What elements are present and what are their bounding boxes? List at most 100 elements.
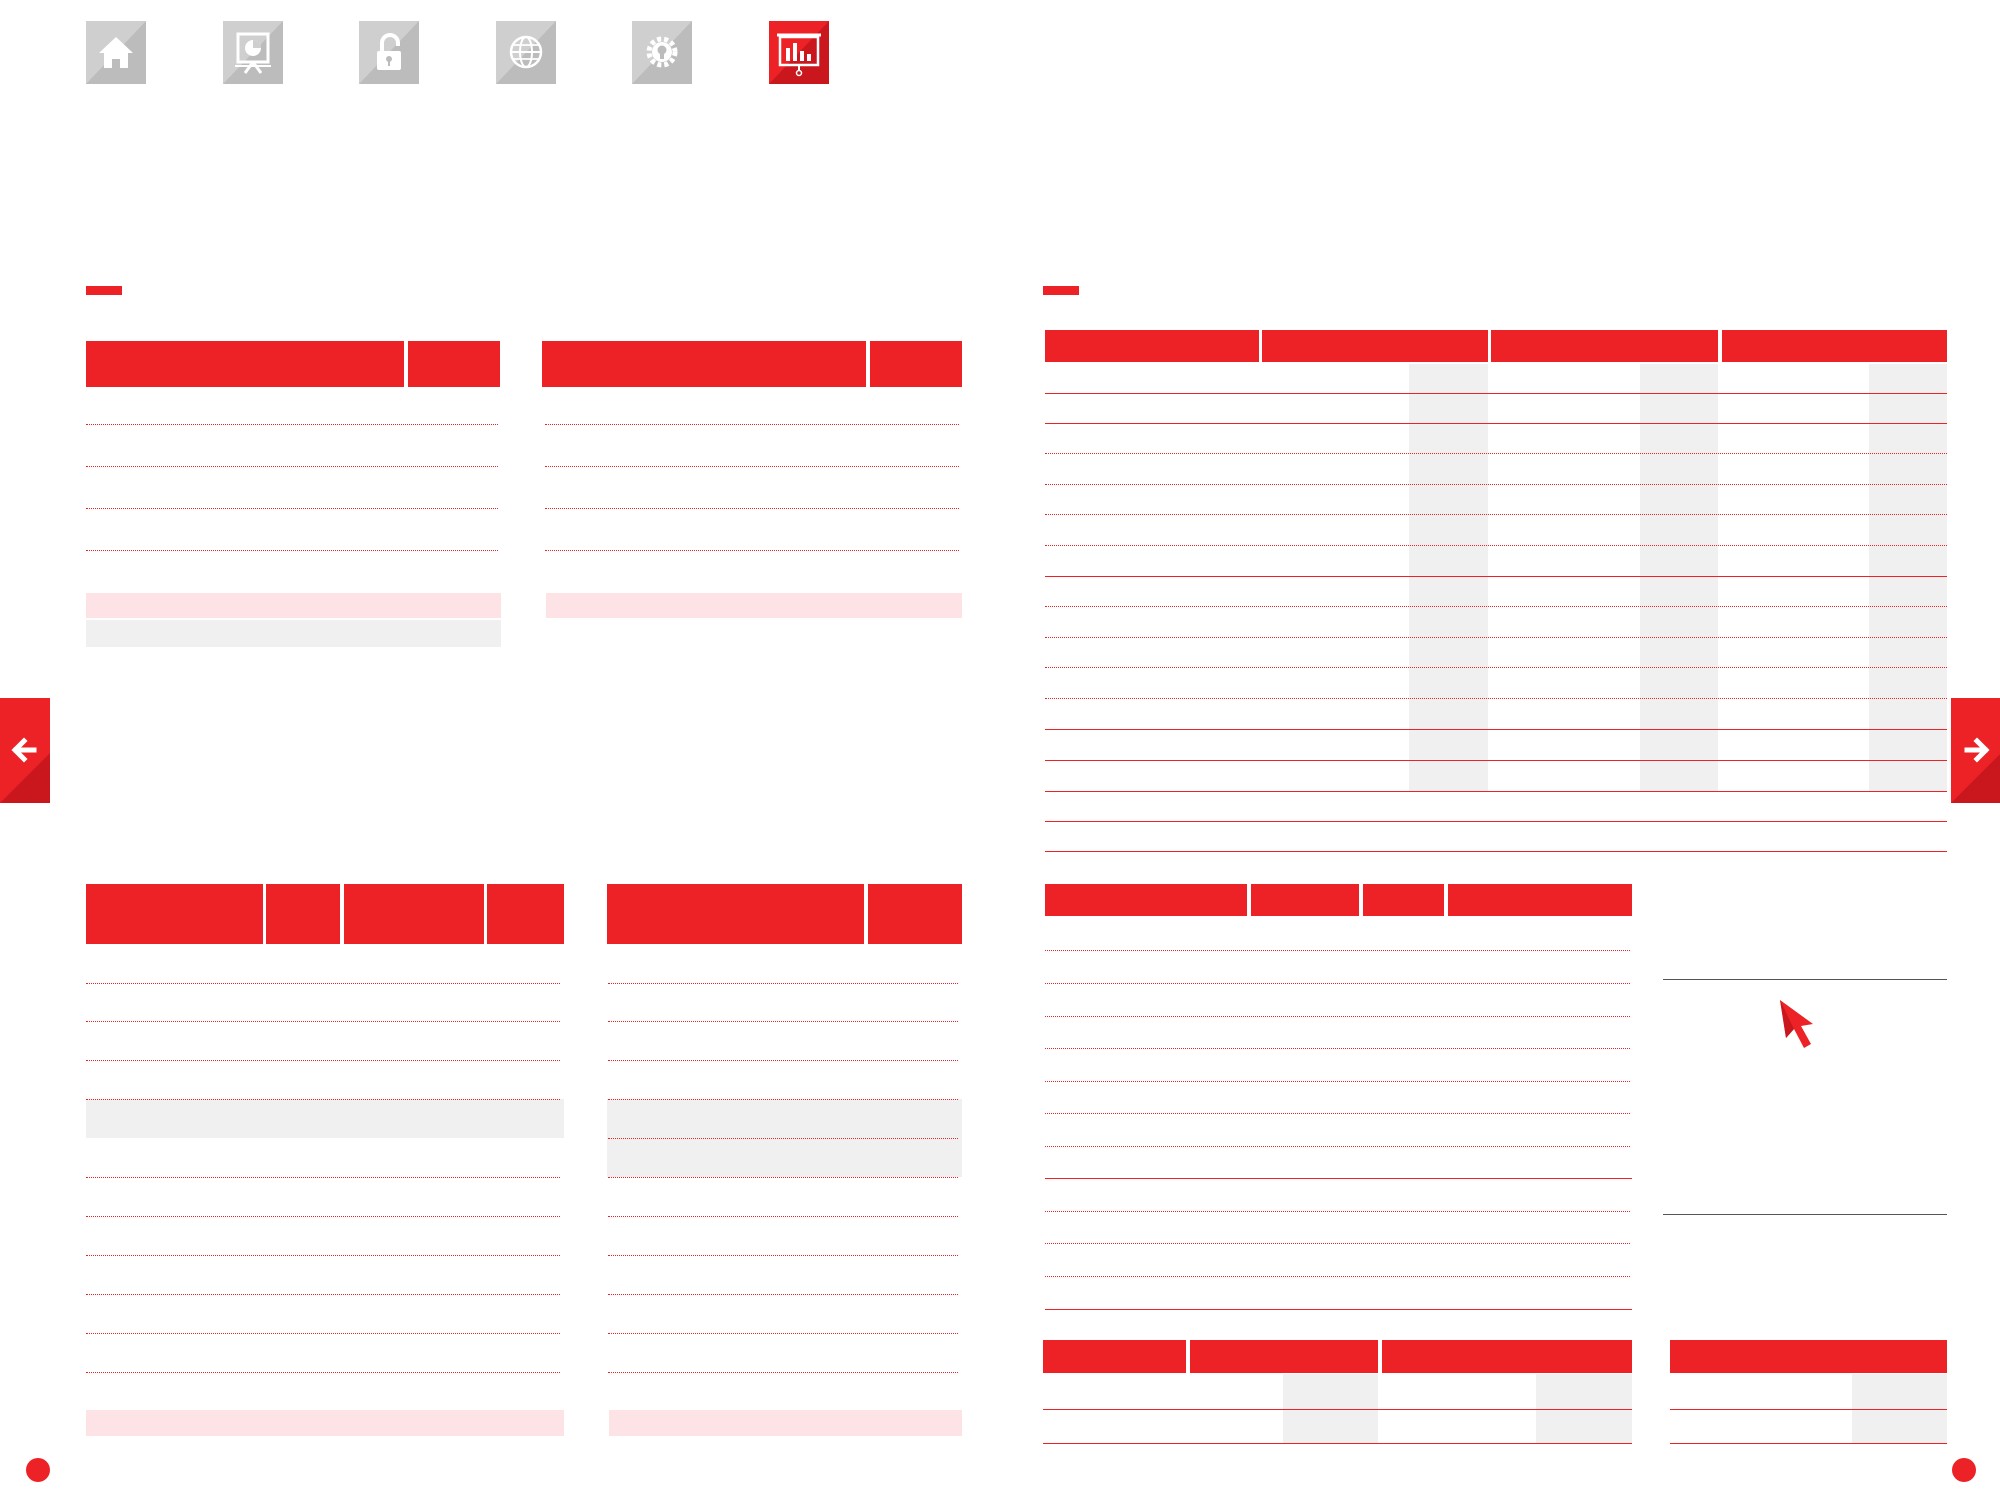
row-divider	[1045, 393, 1947, 394]
row-divider	[545, 424, 959, 425]
row-divider	[86, 983, 560, 984]
row-divider	[86, 1255, 560, 1256]
callout-bottom-rule	[1663, 1214, 1947, 1215]
row-divider	[1670, 1409, 1947, 1410]
table-header-cell	[1043, 1340, 1186, 1373]
subtotal-row	[86, 1410, 564, 1436]
row-divider	[86, 550, 498, 551]
row-divider	[608, 1177, 958, 1178]
gear-bulb-icon	[632, 21, 692, 84]
callout-top-rule	[1663, 979, 1947, 980]
row-divider	[1045, 514, 1947, 515]
row-divider	[1045, 484, 1947, 485]
row-divider	[86, 424, 498, 425]
row-divider	[1043, 1409, 1632, 1410]
table-header-cell	[1382, 1340, 1632, 1373]
row-divider	[86, 1099, 560, 1100]
row-divider	[1045, 576, 1947, 577]
row-divider	[608, 1216, 958, 1217]
presentation-icon	[223, 21, 283, 84]
table-header-cell	[487, 884, 564, 944]
right-section-marker	[1043, 286, 1079, 295]
row-divider	[1045, 1178, 1632, 1179]
table-header-cell	[86, 341, 404, 387]
highlight-column	[1869, 364, 1947, 792]
row-divider	[1045, 851, 1947, 852]
table-header-cell	[1722, 330, 1947, 362]
row-divider	[608, 1294, 958, 1295]
row-divider	[1045, 729, 1947, 730]
row-divider	[1045, 821, 1947, 822]
table-header-cell	[1045, 330, 1259, 362]
row-divider	[1043, 1443, 1632, 1444]
row-divider	[86, 466, 498, 467]
row-divider	[86, 1333, 560, 1334]
nav-ideas-button[interactable]	[632, 21, 692, 84]
table-header-cell	[542, 341, 866, 387]
highlight-row	[86, 1099, 564, 1138]
row-divider	[1045, 1113, 1630, 1114]
nav-home-button[interactable]	[86, 21, 146, 84]
row-divider	[1045, 637, 1947, 638]
row-divider	[1670, 1443, 1947, 1444]
row-divider	[608, 1333, 958, 1334]
home-icon	[86, 21, 146, 84]
table-header-cell	[870, 341, 962, 387]
row-divider	[86, 1372, 560, 1373]
row-divider	[86, 1216, 560, 1217]
row-divider	[1045, 791, 1947, 792]
row-divider	[545, 466, 959, 467]
row-divider	[608, 1138, 958, 1139]
table-header-cell	[344, 884, 484, 944]
arrow-right-icon	[1951, 698, 2000, 803]
unlock-icon	[359, 21, 419, 84]
highlight-column	[1409, 364, 1488, 792]
nav-charts-button[interactable]	[769, 21, 829, 84]
next-page-button[interactable]	[1951, 698, 2000, 803]
nav-presentation-button[interactable]	[223, 21, 283, 84]
highlight-column	[1640, 364, 1718, 792]
row-divider	[1045, 1243, 1630, 1244]
cursor-arrow-icon	[1777, 998, 1819, 1050]
arrow-left-icon	[0, 698, 50, 803]
globe-icon	[496, 21, 556, 84]
row-divider	[1045, 1276, 1630, 1277]
table-header-cell	[607, 884, 864, 944]
table-header-cell	[86, 884, 263, 944]
table-header-cell	[868, 884, 962, 944]
subtotal-row	[86, 593, 501, 618]
table-header-cell	[1670, 1340, 1947, 1373]
row-divider	[545, 508, 959, 509]
row-divider	[86, 508, 498, 509]
row-divider	[608, 1060, 958, 1061]
row-divider	[608, 1255, 958, 1256]
table-header-cell	[1251, 884, 1359, 916]
row-divider	[1045, 1211, 1630, 1212]
table-header-cell	[1363, 884, 1444, 916]
row-divider	[545, 550, 959, 551]
nav-globe-button[interactable]	[496, 21, 556, 84]
row-divider	[1045, 667, 1947, 668]
nav-unlock-button[interactable]	[359, 21, 419, 84]
table-header-cell	[1262, 330, 1488, 362]
subtotal-row	[609, 1410, 962, 1436]
chart-board-icon	[769, 21, 829, 84]
row-divider	[608, 983, 958, 984]
total-row	[86, 620, 501, 647]
subtotal-row	[546, 593, 962, 618]
row-divider	[1045, 1048, 1630, 1049]
row-divider	[608, 1099, 958, 1100]
row-divider	[1045, 1016, 1630, 1017]
table-header-cell	[1190, 1340, 1378, 1373]
row-divider	[1045, 1081, 1630, 1082]
row-divider	[1045, 606, 1947, 607]
table-header-cell	[1491, 330, 1718, 362]
table-header-cell	[1045, 884, 1247, 916]
previous-page-button[interactable]	[0, 698, 50, 803]
row-divider	[86, 1177, 560, 1178]
row-divider	[608, 1372, 958, 1373]
page-indicator-left	[26, 1458, 50, 1482]
row-divider	[1045, 453, 1947, 454]
row-divider	[1045, 545, 1947, 546]
row-divider	[1045, 698, 1947, 699]
